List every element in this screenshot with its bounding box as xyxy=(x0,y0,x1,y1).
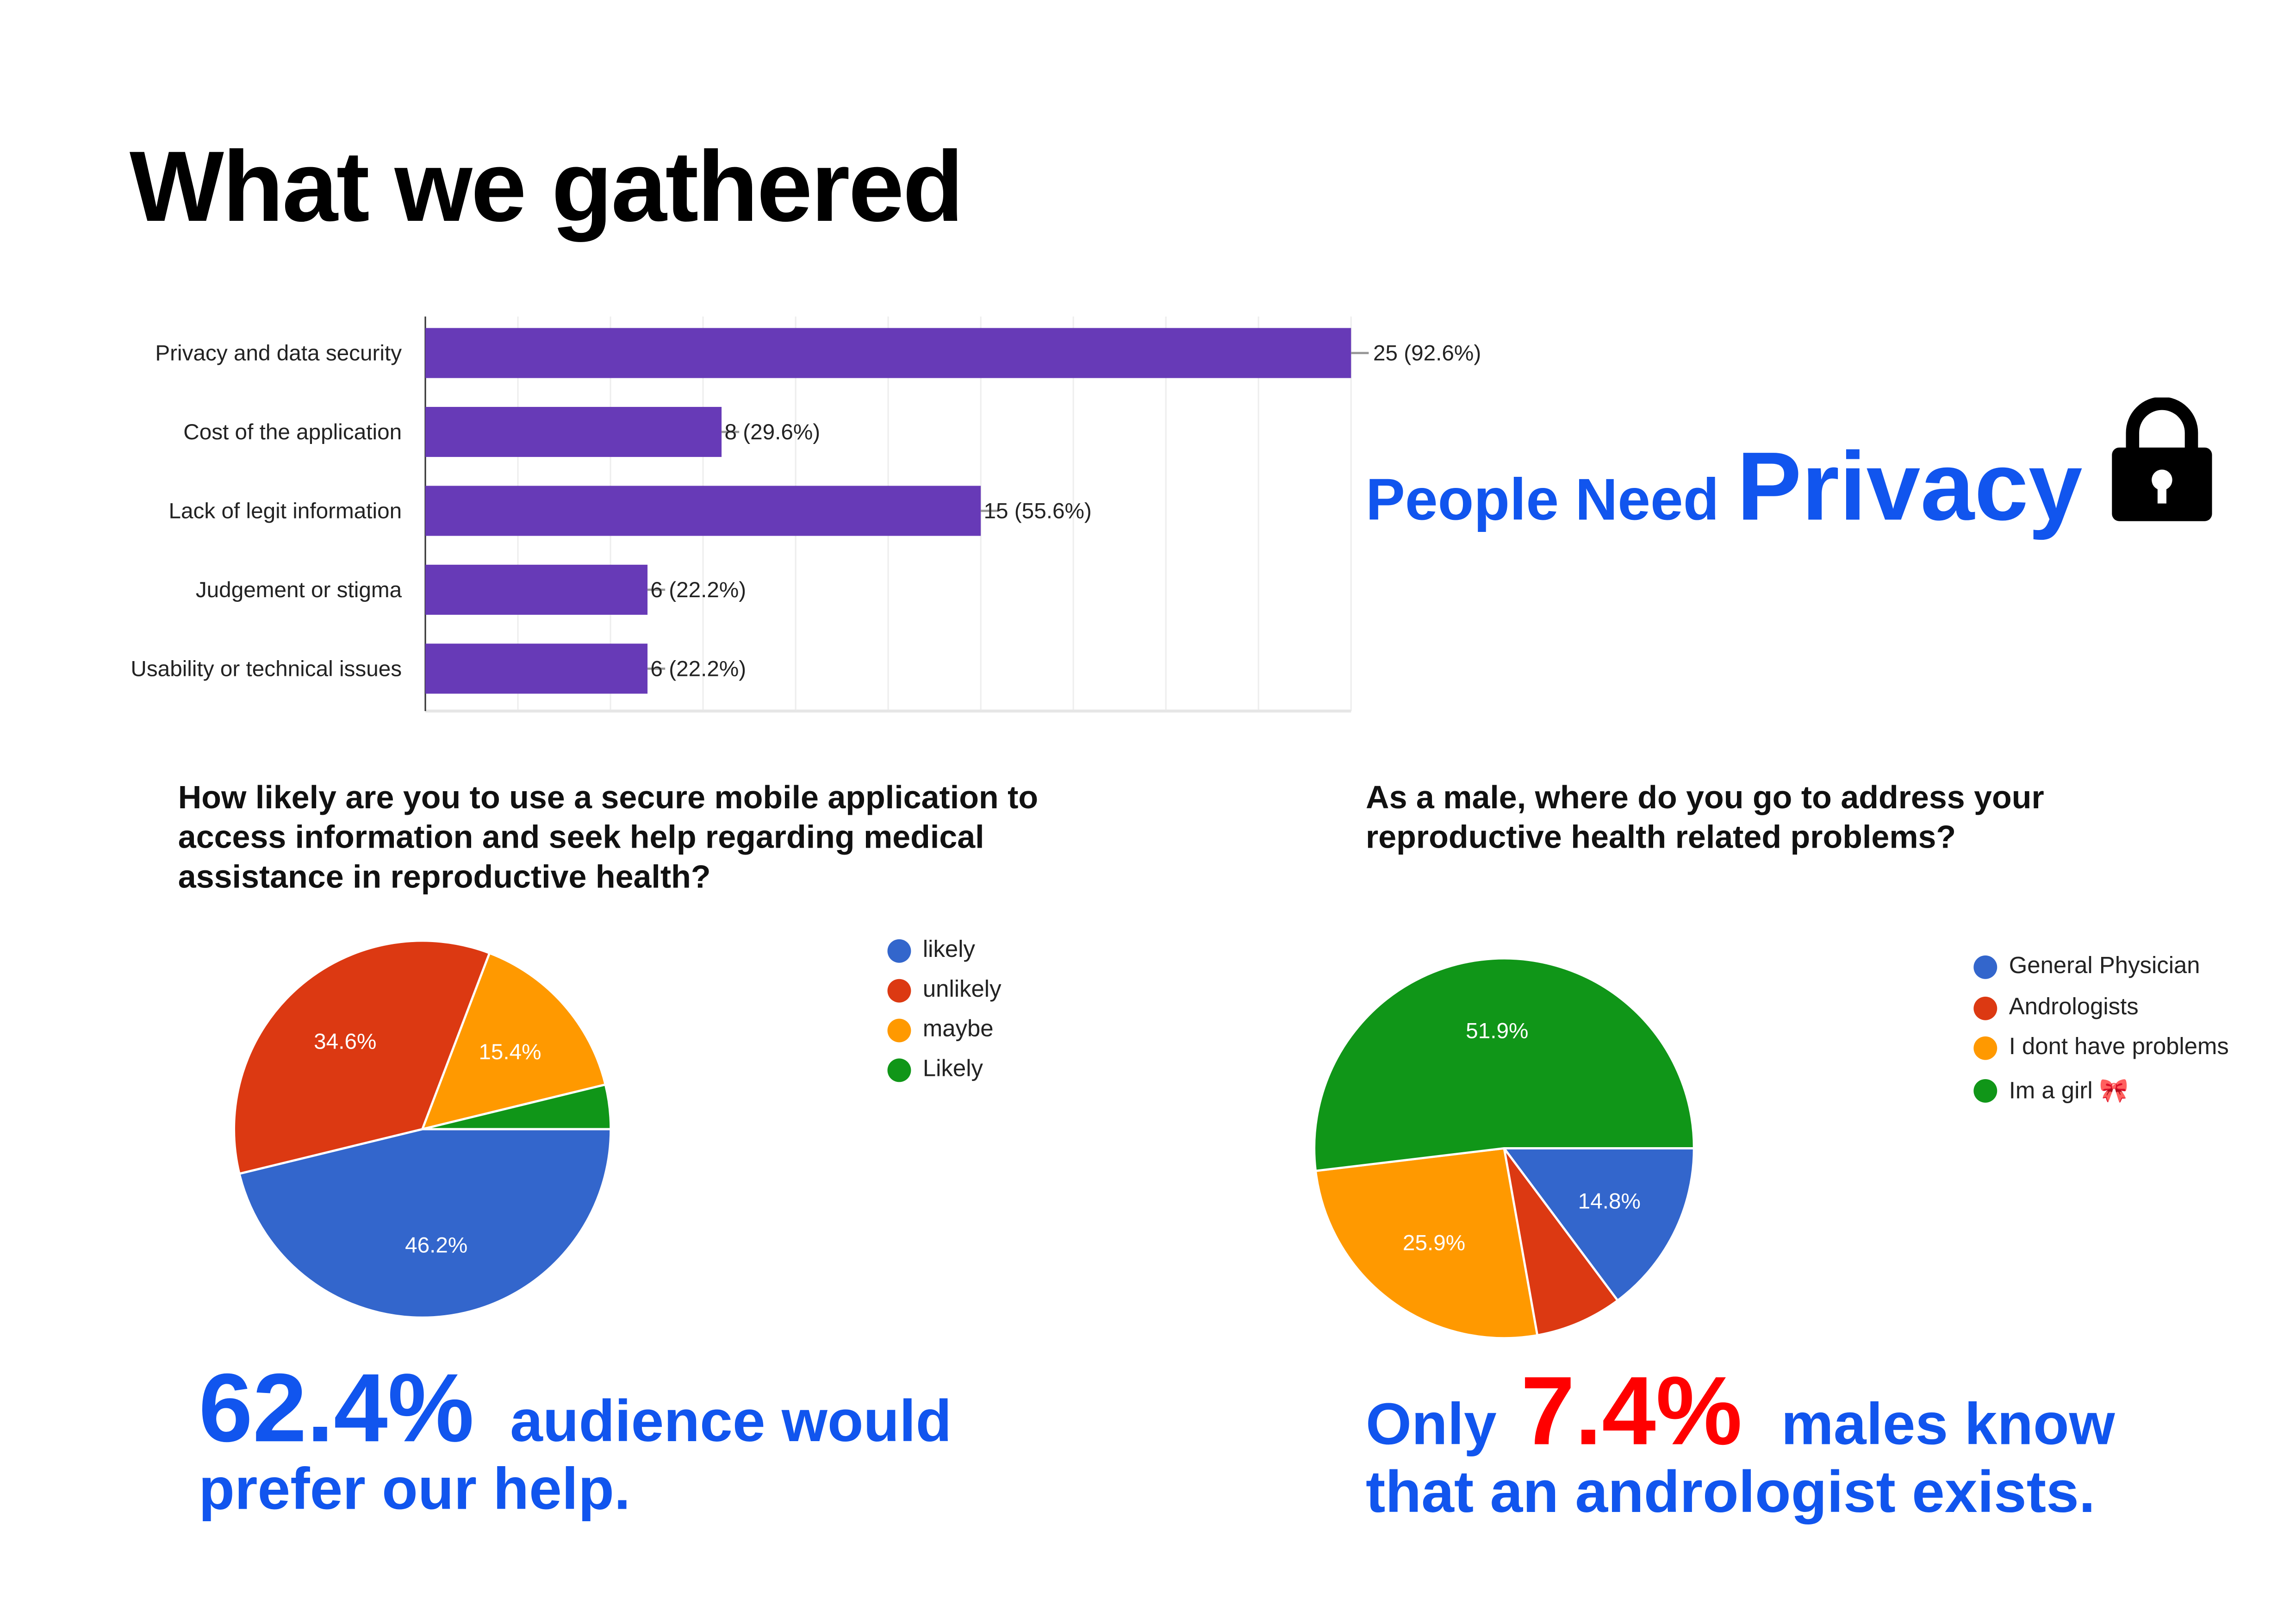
legend-item: Andrologists xyxy=(1973,994,2139,1021)
legend-swatch xyxy=(887,939,911,963)
bar-chart: Privacy and data security 25 (92.6%) Cost … xyxy=(131,316,1481,713)
slice-label: 15.4% xyxy=(479,1040,541,1064)
pie-slice xyxy=(1503,1147,1619,1337)
legend-item: Likely xyxy=(887,1057,983,1083)
legend-item: maybe xyxy=(887,1017,994,1043)
category-label: Privacy and data security xyxy=(155,341,402,365)
category-label: Usability or technical issues xyxy=(131,656,402,681)
bar xyxy=(425,486,981,536)
legend-label: General Physician xyxy=(2009,954,2200,979)
stat-right-line1: males know xyxy=(1781,1393,2115,1458)
pie-slice xyxy=(422,1083,612,1131)
pie-chart-likelihood: 46.2% 34.6% 15.4% xyxy=(233,939,612,1319)
stat-left-number: 62.4% xyxy=(199,1353,474,1462)
pie1-question: How likely are you to use a secure mobil… xyxy=(178,779,1039,895)
stat-right-line2: that an andrologist exists. xyxy=(1366,1460,2096,1525)
category-label: Lack of legit information xyxy=(168,499,402,523)
stat-left-line2: prefer our help. xyxy=(199,1457,631,1523)
category-label: Judgement or stigma xyxy=(196,578,402,602)
legend-swatch xyxy=(887,979,911,1003)
bar xyxy=(425,564,648,615)
legend-item: likely xyxy=(887,937,975,964)
data-label: 8 (29.6%) xyxy=(724,420,820,444)
slice-label: 51.9% xyxy=(1466,1018,1528,1043)
bar xyxy=(425,643,648,694)
legend-item: General Physician xyxy=(1973,954,2200,981)
pie-slice xyxy=(238,1128,612,1319)
data-label: 15 (55.6%) xyxy=(984,499,1092,523)
legend-swatch xyxy=(887,1058,911,1082)
slice-label: 25.9% xyxy=(1403,1231,1465,1255)
bar xyxy=(425,328,1351,378)
pie-slice xyxy=(1314,1147,1539,1339)
legend-swatch xyxy=(887,1018,911,1043)
pie-slice xyxy=(233,939,491,1175)
legend-label: likely xyxy=(922,937,975,963)
legend-swatch xyxy=(1973,996,1997,1020)
bar xyxy=(425,406,722,457)
category-label: Cost of the application xyxy=(183,420,402,444)
privacy-callout-emphasis: Privacy xyxy=(1736,431,2083,541)
legend-label: maybe xyxy=(922,1017,994,1043)
legend-label: Likely xyxy=(922,1057,983,1082)
stat-right-number: 7.4% xyxy=(1521,1355,1742,1465)
legend-item: Im a girl 🎀 xyxy=(1973,1075,2128,1105)
page-title: What we gathered xyxy=(129,131,964,243)
legend-label: unlikely xyxy=(922,977,1002,1003)
pie-slice xyxy=(420,951,607,1131)
legend-label: I dont have problems xyxy=(2009,1035,2229,1060)
legend-swatch xyxy=(1973,1036,1997,1060)
data-label: 6 (22.2%) xyxy=(650,656,746,681)
stat-right-prefix: Only xyxy=(1366,1393,1497,1458)
slice-label: 34.6% xyxy=(314,1030,376,1054)
slice-label: 14.8% xyxy=(1578,1189,1641,1213)
stat-left: 62.4% audience would xyxy=(199,1351,952,1463)
legend-item: unlikely xyxy=(887,977,1002,1004)
stat-left-line1: audience would xyxy=(510,1389,952,1455)
lock-icon xyxy=(2112,397,2212,521)
slice-label: 46.2% xyxy=(405,1233,467,1258)
legend-label: Andrologists xyxy=(2009,994,2139,1020)
legend-swatch xyxy=(1973,955,1997,979)
pie2-question: As a male, where do you go to address yo… xyxy=(1366,779,2044,856)
privacy-callout-prefix: People Need xyxy=(1366,468,1719,533)
pie-slice xyxy=(1502,1147,1695,1302)
stat-right: Only 7.4% males know xyxy=(1366,1355,2115,1467)
legend-label: Im a girl 🎀 xyxy=(2009,1078,2129,1104)
pie-chart-where-go: 14.8% 25.9% 51.9% xyxy=(1313,957,1695,1339)
privacy-callout: People Need Privacy xyxy=(1366,430,2083,542)
legend-swatch xyxy=(1973,1078,1997,1102)
legend-item: I dont have problems xyxy=(1973,1035,2229,1062)
pie-slice xyxy=(1313,957,1695,1172)
data-label: 25 (92.6%) xyxy=(1373,341,1481,365)
data-label: 6 (22.2%) xyxy=(650,578,746,602)
